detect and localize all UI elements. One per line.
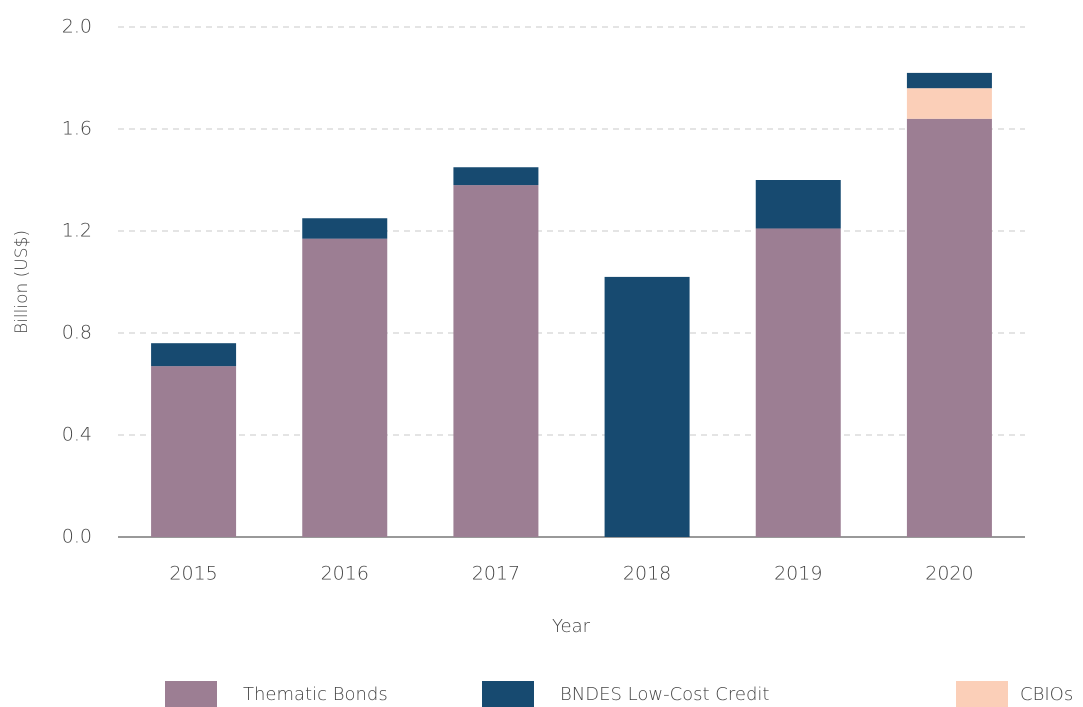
x-tick-label: 2018 [623, 563, 671, 585]
x-tick-label: 2015 [169, 563, 217, 585]
x-tick-label: 2019 [774, 563, 822, 585]
x-tick-label: 2020 [925, 563, 973, 585]
y-tick-label: 1.6 [62, 118, 92, 140]
bar-segment [302, 218, 388, 239]
y-tick-label: 2.0 [62, 16, 92, 38]
y-tick-label: 1.2 [62, 220, 92, 242]
y-tick-label: 0.0 [62, 526, 92, 548]
bar-segment [453, 167, 539, 186]
bar-segment [151, 366, 237, 537]
bar-segment [906, 88, 992, 119]
bar-segment [755, 180, 841, 229]
bar-segment [151, 343, 237, 367]
legend-label: BNDES Low-Cost Credit [560, 684, 769, 705]
bar-segment [906, 72, 992, 89]
legend-label: CBIOs [1020, 684, 1073, 705]
bar-segment [453, 185, 539, 537]
x-tick-label: 2016 [321, 563, 369, 585]
x-axis-title: Year [552, 616, 591, 637]
bar-segment [755, 228, 841, 537]
legend-swatch [956, 681, 1008, 707]
legend-swatch [482, 681, 534, 707]
legend-swatch [165, 681, 217, 707]
y-axis-title: Billion (US$) [12, 230, 32, 334]
bar-segment [906, 118, 992, 538]
legend-label: Thematic Bonds [243, 684, 388, 705]
x-tick-label: 2017 [472, 563, 520, 585]
bar-segment [302, 238, 388, 537]
y-tick-label: 0.4 [62, 424, 92, 446]
bar-segment [604, 276, 690, 537]
y-tick-label: 0.8 [62, 322, 92, 344]
